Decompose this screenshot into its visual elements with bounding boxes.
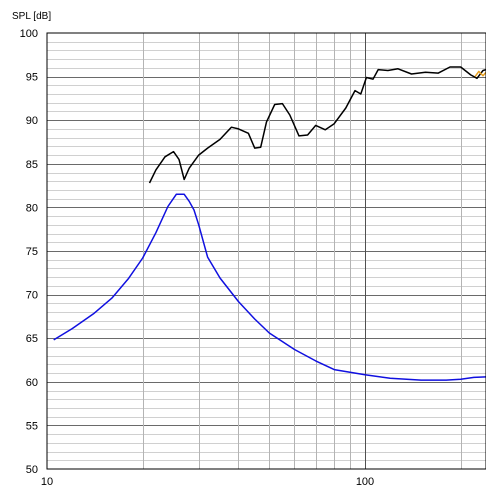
series-line-1 bbox=[148, 66, 486, 184]
y-tick-label: 100 bbox=[20, 28, 38, 40]
y-tick-label: 80 bbox=[26, 202, 38, 214]
y-tick-label: 65 bbox=[26, 333, 38, 345]
y-tick-label: 60 bbox=[26, 377, 38, 389]
y-tick-label: 70 bbox=[26, 290, 38, 302]
y-tick-label: 90 bbox=[26, 115, 38, 127]
plot-frame bbox=[46, 32, 486, 470]
y-tick-label: 75 bbox=[26, 246, 38, 258]
grid bbox=[47, 33, 486, 469]
series-line-2 bbox=[474, 70, 486, 78]
series-group bbox=[53, 66, 486, 381]
y-tick-label: 95 bbox=[26, 72, 38, 84]
y-tick-label: 50 bbox=[26, 464, 38, 476]
series-line-3 bbox=[53, 193, 486, 381]
x-tick-label: 100 bbox=[356, 476, 374, 488]
y-tick-label: 55 bbox=[26, 420, 38, 432]
y-axis-label: SPL [dB] bbox=[12, 11, 51, 22]
x-tick-label: 10 bbox=[41, 476, 53, 488]
y-tick-label: 85 bbox=[26, 159, 38, 171]
